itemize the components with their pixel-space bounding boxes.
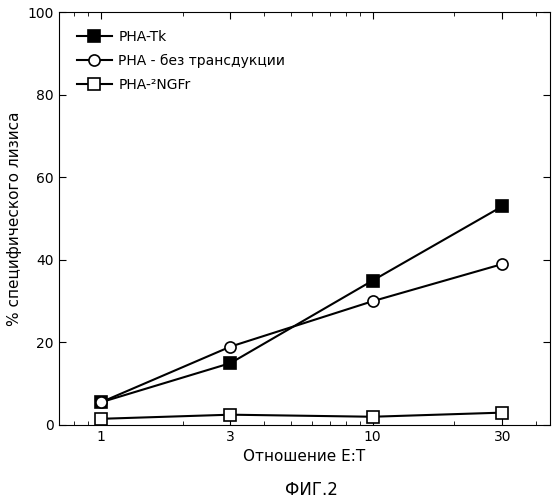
Legend: PHA-Tk, PHA - без трансдукции, PHA-²NGFr: PHA-Tk, PHA - без трансдукции, PHA-²NGFr: [70, 24, 292, 99]
PHA-²NGFr: [369, 414, 376, 420]
PHA - без трансдукции: [97, 400, 104, 406]
Line: PHA-Tk: PHA-Tk: [95, 201, 508, 408]
Y-axis label: % специфического лизиса: % специфического лизиса: [7, 112, 22, 326]
PHA-²NGFr: [227, 412, 234, 418]
Text: ФИГ.2: ФИГ.2: [286, 481, 338, 499]
PHA-Tk: [227, 360, 234, 366]
X-axis label: Отношение E:T: Отношение E:T: [243, 450, 365, 464]
Line: PHA-²NGFr: PHA-²NGFr: [95, 407, 508, 424]
Line: PHA - без трансдукции: PHA - без трансдукции: [95, 258, 508, 408]
PHA-Tk: [499, 204, 506, 210]
PHA - без трансдукции: [369, 298, 376, 304]
PHA-Tk: [97, 400, 104, 406]
PHA-²NGFr: [499, 410, 506, 416]
PHA - без трансдукции: [227, 344, 234, 349]
PHA-Tk: [369, 278, 376, 283]
PHA-²NGFr: [97, 416, 104, 422]
PHA - без трансдукции: [499, 261, 506, 267]
